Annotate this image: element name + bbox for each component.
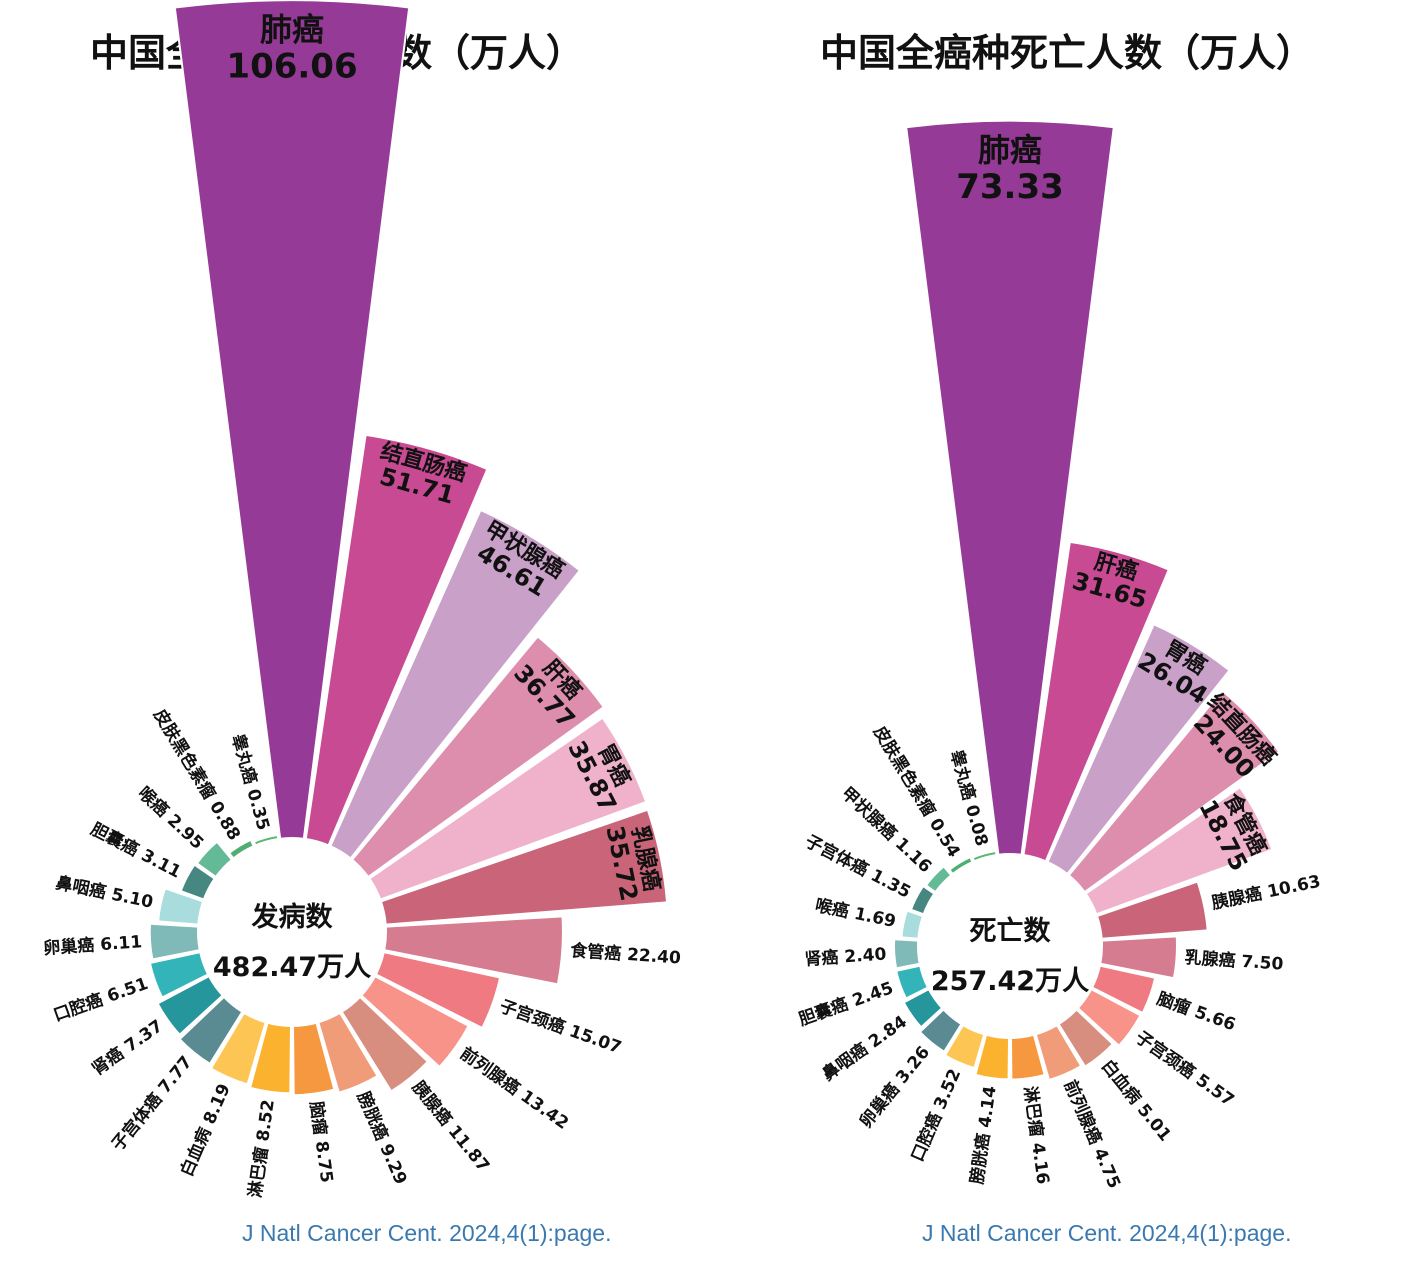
- mortality-chart-title: 中国全癌种死亡人数（万人）: [820, 31, 1315, 75]
- mortality-bar-20: [909, 884, 936, 916]
- mortality-bar-3: [1046, 622, 1231, 876]
- mortality-bar-10: [1057, 1008, 1115, 1069]
- mortality-center-total: 257.42万人: [931, 966, 1089, 997]
- incidence-bar-14: [209, 1011, 267, 1086]
- incidence-bar-22: [227, 838, 255, 860]
- mortality-bar-13: [974, 1033, 1011, 1081]
- mortality-bar-9: [1076, 987, 1142, 1048]
- mortality-bar-18: [893, 938, 921, 970]
- mortality-value-label: 73.33: [956, 167, 1064, 207]
- incidence-bar-21: [195, 840, 234, 879]
- incidence-bar-9: [359, 974, 470, 1069]
- mortality-bar-11: [1034, 1023, 1083, 1082]
- incidence-bar-23: [252, 833, 280, 847]
- incidence-source-citation: J Natl Cancer Cent. 2024,4(1):page.: [242, 1220, 612, 1246]
- incidence-bar-3: [329, 508, 582, 860]
- mortality-bar-1: [905, 119, 1115, 856]
- incidence-bar-1: [173, 0, 411, 840]
- mortality-bar-label-7: 乳腺癌 7.50: [1184, 947, 1284, 975]
- mortality-bar-label-10: 白血病 5.01: [1097, 1055, 1176, 1145]
- mortality-bar-17: [895, 964, 930, 1000]
- mortality-bar-label-12: 淋巴瘤 4.16: [1019, 1085, 1053, 1186]
- mortality-bar-19: [900, 909, 925, 940]
- mortality-bar-12: [1009, 1033, 1046, 1081]
- incidence-center-label: 发病数: [251, 901, 334, 933]
- incidence-bar-19: [157, 887, 205, 926]
- incidence-bar-8: [374, 950, 502, 1030]
- mortality-bar-6: [1095, 880, 1209, 940]
- mortality-bar-label-13: 膀胱癌 4.14: [966, 1084, 1000, 1185]
- mortality-bar-15: [918, 1008, 963, 1054]
- incidence-bar-15: [178, 995, 244, 1066]
- incidence-bar-6: [379, 808, 669, 926]
- mortality-bar-8: [1090, 964, 1157, 1015]
- mortality-bar-4: [1067, 689, 1281, 894]
- incidence-bar-16: [156, 974, 225, 1037]
- mortality-bar-22: [947, 855, 974, 876]
- incidence-bar-10: [340, 995, 430, 1093]
- mortality-bar-21: [924, 864, 953, 894]
- mortality-bar-label-14: 口腔癌 3.52: [907, 1066, 966, 1165]
- mortality-bar-5: [1084, 785, 1274, 916]
- incidence-bar-18: [148, 922, 201, 961]
- mortality-source-citation: J Natl Cancer Cent. 2024,4(1):page.: [922, 1220, 1292, 1246]
- incidence-value-label: 106.06: [226, 46, 357, 86]
- incidence-bar-13: [248, 1021, 293, 1095]
- mortality-center-label: 死亡数: [970, 916, 1052, 947]
- incidence-category-label: 肺癌: [260, 11, 324, 49]
- mortality-bar-label-17: 胆囊癌 2.45: [796, 977, 896, 1030]
- mortality-bar-2: [1022, 540, 1171, 863]
- incidence-bar-17: [148, 950, 210, 999]
- mortality-bar-14: [943, 1023, 986, 1070]
- mortality-bar-label-18: 肾癌 2.40: [804, 943, 887, 970]
- mortality-bar-label-19: 喉癌 1.69: [813, 895, 897, 932]
- incidence-bar-7: [383, 915, 564, 986]
- mortality-bar-label-8: 脑瘤 5.66: [1154, 988, 1238, 1035]
- mortality-bar-label-6: 胰腺癌 10.63: [1210, 871, 1323, 914]
- incidence-bar-2: [304, 433, 489, 847]
- incidence-bar-4: [350, 634, 606, 879]
- incidence-bar-5: [367, 716, 648, 901]
- mortality-category-label: 肺癌: [978, 131, 1042, 169]
- incidence-bar-20: [179, 863, 217, 901]
- mortality-bar-label-11: 前列腺癌 4.75: [1060, 1077, 1125, 1192]
- incidence-bar-12: [291, 1021, 336, 1097]
- mortality-bar-7: [1099, 935, 1178, 980]
- mortality-bar-23: [971, 849, 998, 863]
- mortality-bar-16: [902, 987, 944, 1029]
- incidence-bar-11: [317, 1011, 379, 1094]
- incidence-center-total: 482.47万人: [213, 952, 371, 983]
